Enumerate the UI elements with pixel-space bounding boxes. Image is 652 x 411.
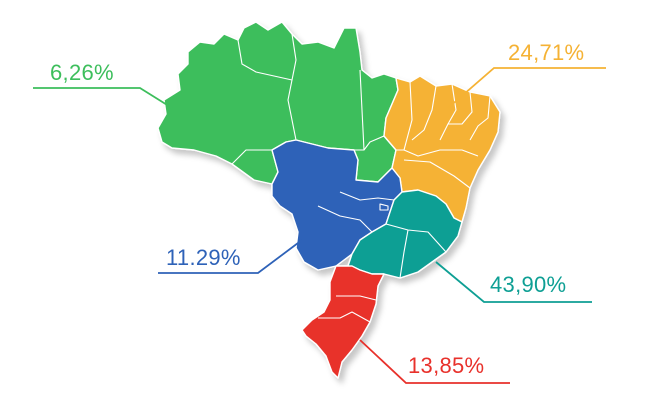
label-northeast: 24,71% <box>508 40 584 65</box>
label-southeast: 43,90% <box>490 272 566 297</box>
leader-line-southeast <box>435 261 592 303</box>
leader-line-northeast <box>447 67 606 109</box>
leader-line-north <box>33 87 173 109</box>
label-north: 6,26% <box>50 60 114 85</box>
region-south <box>301 265 385 379</box>
label-center-west: 11.29% <box>166 245 241 270</box>
region-southeast <box>347 189 463 279</box>
leader-line-center-west <box>158 239 303 274</box>
label-south: 13,85% <box>408 353 484 378</box>
leader-line-south <box>359 339 510 384</box>
